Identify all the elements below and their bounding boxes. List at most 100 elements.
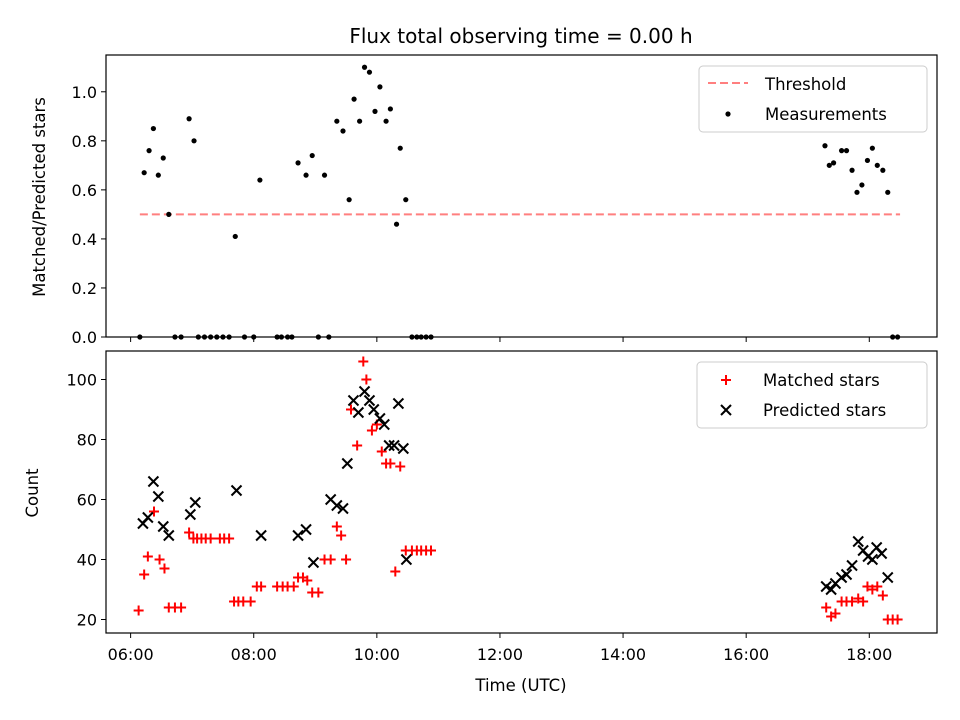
measurement-point <box>838 148 845 154</box>
matched-star-point <box>395 461 406 472</box>
legend-box-ratio <box>698 65 928 133</box>
matched-star-point <box>352 440 363 451</box>
matched-star-point <box>205 533 216 544</box>
predicted-star-point <box>331 499 343 512</box>
measurement-point <box>830 160 837 166</box>
legend-predicted-swatch <box>720 404 732 416</box>
y-tick-label: 40 <box>77 551 97 570</box>
matched-star-point <box>366 425 377 436</box>
y-axis-ticks-ratio: 0.0 0.2 0.4 0.6 0.8 1.0 <box>72 83 106 347</box>
measurement-point <box>377 84 383 90</box>
measurement-point <box>146 148 152 154</box>
measurement-point <box>880 167 886 173</box>
measurement-point <box>160 155 166 161</box>
matched-star-point <box>872 581 883 592</box>
y-tick-label: 0.0 <box>72 328 97 347</box>
predicted-star-point <box>368 403 380 416</box>
measurement-point <box>357 118 363 124</box>
matched-star-point <box>858 596 869 607</box>
measurement-point <box>366 69 373 75</box>
matched-star-point <box>341 554 352 565</box>
matched-star-point <box>154 554 165 565</box>
measurement-point <box>393 221 400 227</box>
predicted-star-point <box>142 511 154 524</box>
predicted-star-point <box>152 490 165 503</box>
matched-star-point <box>830 608 841 619</box>
measurement-point <box>346 197 352 203</box>
measurement-point <box>191 138 197 144</box>
matched-star-point <box>336 530 347 541</box>
measurement-point <box>155 172 161 178</box>
y-tick-label: 0.2 <box>72 279 97 298</box>
measurement-point <box>403 197 409 203</box>
matched-star-point <box>245 596 256 607</box>
matched-star-point <box>892 614 903 625</box>
measurement-point <box>859 182 865 188</box>
x-axis-label: Time (UTC) <box>474 676 566 695</box>
x-tick-label: 12:00 <box>477 645 523 664</box>
matched-star-point <box>288 581 299 592</box>
y-tick-label: 0.4 <box>72 230 97 249</box>
plot-frame-ratio <box>105 54 938 338</box>
matched-star-point <box>313 587 324 598</box>
predicted-star-point <box>358 385 371 398</box>
measurement-point <box>295 160 301 166</box>
predicted-star-point <box>825 583 837 596</box>
flux-ratio-panel: Flux total observing time = 0.00 h Match… <box>30 24 938 347</box>
legend-matched-marker <box>721 375 731 385</box>
measurement-point <box>843 148 850 154</box>
plot-frame-count <box>105 350 938 634</box>
predicted-star-point <box>388 439 400 452</box>
x-tick-label: 06:00 <box>108 645 154 664</box>
matched-star-point <box>385 458 396 469</box>
measurement-point <box>309 152 315 159</box>
matched-star-point <box>176 602 187 613</box>
matched-star-point <box>142 551 153 562</box>
measurement-point <box>826 162 832 168</box>
matched-star-point <box>877 590 888 601</box>
predicted-star-point <box>392 397 405 410</box>
matched-star-point <box>847 596 858 607</box>
measurement-point <box>232 233 238 240</box>
legend-predicted-label: Predicted stars <box>763 401 886 420</box>
matched-star-point <box>361 374 372 385</box>
y-tick-label: 100 <box>66 371 97 390</box>
legend-measurements-swatch <box>725 111 731 117</box>
predicted-star-point <box>147 475 160 488</box>
predicted-stars-series <box>137 385 894 596</box>
legend-box-count <box>696 361 928 429</box>
matched-star-point <box>184 527 195 538</box>
matched-star-point <box>149 506 160 517</box>
predicted-star-point <box>230 484 243 497</box>
predicted-star-point <box>255 529 267 542</box>
legend-ratio: Threshold Measurements <box>698 65 928 133</box>
measurement-point <box>869 145 875 151</box>
x-tick-label: 16:00 <box>723 645 769 664</box>
predicted-star-point <box>363 394 376 407</box>
measurement-point <box>864 157 871 164</box>
predicted-star-point <box>337 502 349 515</box>
y-tick-label: 0.6 <box>72 181 97 200</box>
measurement-point <box>186 116 192 122</box>
matched-star-point <box>390 566 401 577</box>
matched-star-point <box>224 533 235 544</box>
legend-matched-swatch <box>721 375 731 385</box>
legend-measurements-label: Measurements <box>765 105 887 124</box>
y-axis-label-count: Count <box>23 468 42 518</box>
measurement-point <box>387 106 393 112</box>
predicted-star-point <box>866 553 879 566</box>
predicted-star-point <box>341 457 354 470</box>
x-tick-label: 18:00 <box>846 645 892 664</box>
measurement-point <box>150 125 156 132</box>
measurement-point <box>372 108 378 114</box>
predicted-star-point <box>846 559 858 572</box>
measurement-point <box>351 96 357 102</box>
predicted-star-point <box>347 394 360 407</box>
predicted-star-point <box>292 529 304 542</box>
x-tick-label: 14:00 <box>600 645 646 664</box>
measurement-point <box>383 118 389 124</box>
legend-threshold-label: Threshold <box>764 75 846 94</box>
measurement-point <box>361 64 368 70</box>
star-count-panel: Count Time (UTC) 20 40 60 80 100 06:00 08:00 1… <box>23 350 938 695</box>
